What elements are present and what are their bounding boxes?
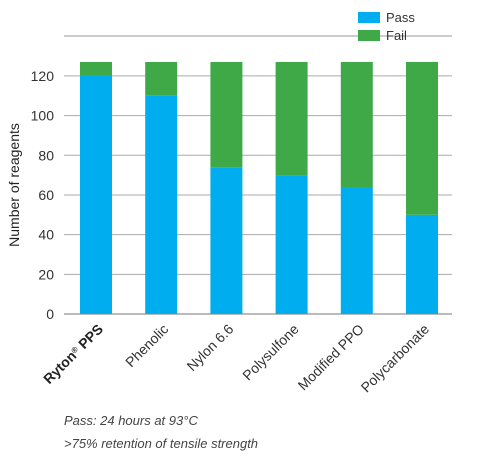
footnote-line-2: >75% retention of tensile strength [64,436,259,451]
bar-fail-phenolic [145,62,178,96]
x-tick-label: Ryton® PPS [40,321,106,387]
y-tick-label: 80 [38,147,54,163]
x-tick-label: Modified PPO [295,321,367,393]
x-tick-label: Polycarbonate [358,321,433,396]
legend-label-fail: Fail [386,28,407,43]
y-tick-label: 60 [38,187,54,203]
bar-fail-polycarbonate [406,62,438,215]
legend-label-pass: Pass [386,10,415,25]
bar-pass-modified-ppo [340,187,373,314]
x-axis-labels: Ryton® PPS Phenolic Nylon 6.6 PolysulfoneMo… [40,321,432,396]
y-tick-label: 120 [31,68,55,84]
y-tick-label: 100 [31,108,55,124]
bar-pass-polysulfone [275,175,308,314]
y-tick-label: 0 [46,306,54,322]
y-axis-title: Number of reagents [6,123,22,247]
bar-fail-modified-ppo [340,62,373,188]
bar-fail-nylon-6-6 [210,62,243,168]
bar-pass-polycarbonate [406,214,438,314]
y-axis-ticks: 0 20 40 60 80 100 120 [31,68,55,322]
bar-pass-phenolic [145,95,178,314]
legend-swatch-pass [358,12,380,23]
bar-fail-ryton-pps [80,62,112,76]
x-tick-label: Phenolic [122,321,171,370]
gridlines [64,35,452,315]
bar-pass-ryton-pps [80,75,112,314]
bar-pass-nylon-6-6 [210,167,243,314]
bars [80,62,438,314]
bar-fail-polysulfone [275,62,308,176]
x-tick-label: Nylon 6.6 [183,321,236,374]
y-tick-label: 20 [38,266,54,282]
y-tick-label: 40 [38,227,54,243]
footnote-line-1: Pass: 24 hours at 93°C [64,413,198,428]
legend-swatch-fail [358,30,380,41]
legend: Pass Fail [358,10,415,43]
x-tick-label: Polysulfone [239,321,302,384]
